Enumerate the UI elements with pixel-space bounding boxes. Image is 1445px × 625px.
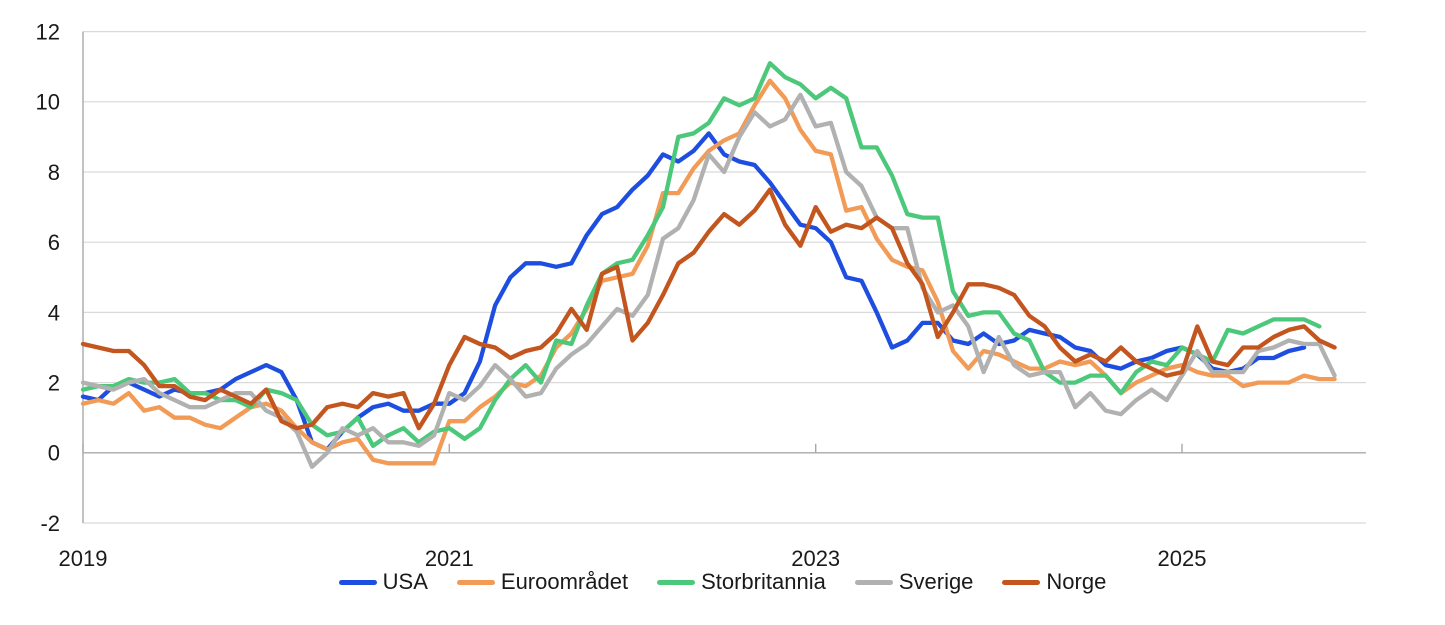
series-line-norge xyxy=(80,187,1337,431)
legend-item-usa: USA xyxy=(338,569,428,594)
y-tick-label-2: 2 xyxy=(48,371,60,396)
x-tick-label-2019: 2019 xyxy=(59,546,108,571)
x-tick-label-2021: 2021 xyxy=(425,546,474,571)
legend-swatch-norge xyxy=(1002,579,1041,585)
legend-swatch-sverige xyxy=(854,579,893,585)
legend-item-norge: Norge xyxy=(1002,571,1106,593)
legend-swatch-euroomradet xyxy=(456,579,495,585)
chart-legend: USA Euroområdet Storbritannia Sverige Norge xyxy=(0,571,1445,593)
legend-item-sverige: Sverige xyxy=(854,569,974,594)
legend-label-storbritannia: Storbritannia xyxy=(701,569,826,594)
legend-swatch-usa xyxy=(338,579,377,585)
y-tick-label--2: -2 xyxy=(40,511,60,536)
y-tick-label-4: 4 xyxy=(48,300,60,325)
series-line-euroomradet xyxy=(80,78,1337,466)
y-tick-label-12: 12 xyxy=(36,20,60,45)
legend-item-storbritannia: Storbritannia xyxy=(657,571,826,593)
x-tick-label-2023: 2023 xyxy=(791,546,840,571)
y-tick-label-10: 10 xyxy=(36,90,60,115)
y-tick-label-8: 8 xyxy=(48,160,60,185)
legend-label-sverige: Sverige xyxy=(898,569,974,594)
y-tick-label-6: 6 xyxy=(48,230,60,255)
series-line-storbritannia xyxy=(80,61,1322,448)
legend-label-usa: USA xyxy=(382,569,428,594)
y-tick-label-0: 0 xyxy=(48,441,60,466)
legend-item-euroomradet: Euroområdet xyxy=(456,569,629,594)
legend-swatch-storbritannia xyxy=(657,579,696,585)
legend-label-norge: Norge xyxy=(1046,569,1107,594)
legend-label-euroomradet: Euroområdet xyxy=(500,569,629,594)
x-tick-label-2025: 2025 xyxy=(1158,546,1207,571)
